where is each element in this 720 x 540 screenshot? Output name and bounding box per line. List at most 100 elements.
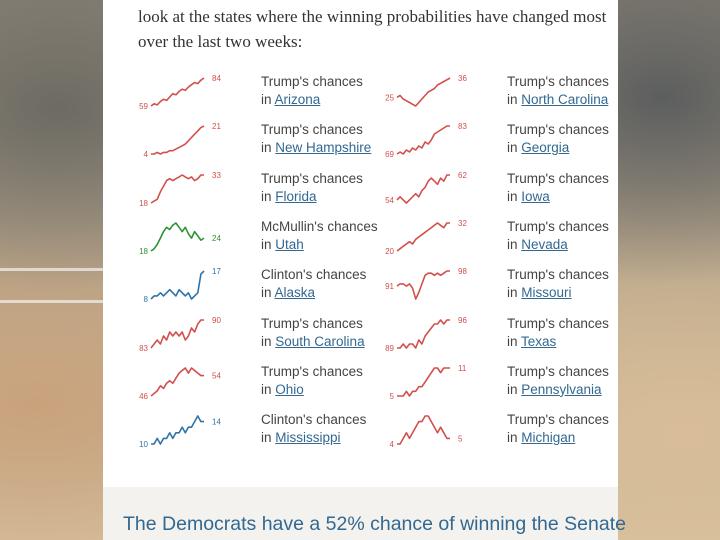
state-line: in Iowa: [507, 189, 550, 204]
start-value-label: 5: [390, 392, 395, 401]
state-link[interactable]: North Carolina: [521, 92, 609, 107]
state-link[interactable]: Florida: [275, 188, 317, 204]
state-prefix: in: [507, 140, 522, 156]
state-prefix: in: [507, 333, 522, 349]
state-link[interactable]: Pennsylvania: [521, 381, 602, 397]
candidate-chances-title: Trump's chances: [507, 74, 609, 89]
race-row-iowa: 54 62 Trump's chances in Iowa: [382, 169, 627, 215]
state-line: in Georgia: [507, 140, 569, 155]
race-row-new-hampshire: 4 21 Trump's chances in New Hampshire: [136, 120, 381, 166]
candidate-chances-title: Trump's chances: [261, 170, 363, 186]
end-value-label: 11: [458, 364, 467, 373]
candidate-chances-title: Trump's chances: [261, 315, 363, 331]
sparkline-series: [151, 415, 204, 445]
start-value-label: 59: [139, 102, 148, 111]
end-value-label: 54: [212, 371, 221, 380]
state-prefix: in: [507, 430, 522, 446]
sparkline-chart: 69 83: [385, 122, 467, 159]
background-rail: [0, 300, 110, 303]
race-row-mississippi: 10 14 Clinton's chances in Mississippi: [136, 410, 381, 456]
sparkline-chart: 54 62: [385, 171, 467, 205]
end-value-label: 5: [458, 434, 463, 443]
start-value-label: 4: [390, 440, 395, 449]
article-card: look at the states where the winning pro…: [103, 0, 618, 487]
race-row-florida: 18 33 Trump's chances in Florida: [136, 169, 381, 215]
candidate-chances-title: Clinton's chances: [261, 412, 367, 428]
end-value-label: 98: [458, 267, 467, 276]
candidate-chances-title: Clinton's chances: [261, 267, 367, 283]
race-row-arizona: 59 84 Trump's chances in Arizona: [136, 72, 381, 118]
start-value-label: 18: [139, 247, 148, 256]
race-row-ohio: 46 54 Trump's chances in Ohio: [136, 362, 381, 408]
candidate-chances-title: Trump's chances: [261, 74, 363, 89]
start-value-label: 18: [139, 199, 148, 208]
sparkline-chart: 83 90: [139, 316, 221, 353]
senate-headline[interactable]: The Democrats have a 52% chance of winni…: [123, 513, 626, 535]
state-link[interactable]: Mississippi: [275, 430, 341, 446]
end-value-label: 83: [458, 122, 467, 131]
end-value-label: 62: [458, 171, 467, 180]
state-prefix: in: [261, 92, 275, 107]
sparkline-series: [150, 270, 205, 300]
state-line: in South Carolina: [261, 334, 365, 349]
state-link[interactable]: Utah: [275, 236, 304, 252]
state-link[interactable]: Georgia: [521, 140, 570, 156]
race-row-utah: 18 24 McMullin's chances in Utah: [136, 217, 381, 263]
state-prefix: in: [507, 188, 522, 204]
sparkline-series: [397, 318, 450, 349]
candidate-chances-title: Trump's chances: [507, 315, 609, 331]
state-prefix: in: [507, 381, 522, 397]
sparkline-series: [396, 270, 450, 300]
state-line: in North Carolina: [507, 92, 608, 107]
state-link[interactable]: New Hampshire: [275, 140, 372, 156]
sparkline-chart: 59 84: [139, 74, 221, 111]
state-link[interactable]: Texas: [521, 333, 557, 349]
candidate-chances-title: Trump's chances: [261, 363, 363, 379]
state-link[interactable]: Iowa: [521, 188, 550, 204]
state-line: in Pennsylvania: [507, 382, 602, 397]
end-value-label: 21: [212, 122, 221, 131]
state-line: in Florida: [261, 189, 317, 204]
candidate-chances-title: Trump's chances: [507, 267, 609, 283]
footer-band: The Democrats have a 52% chance of winni…: [103, 487, 626, 540]
race-row-missouri: 91 98 Trump's chances in Missouri: [382, 265, 627, 311]
sparkline-chart: 4 21: [144, 122, 222, 159]
race-row-north-carolina: 25 36 Trump's chances in North Carolina: [382, 72, 627, 118]
state-line: in Utah: [261, 237, 304, 252]
start-value-label: 83: [139, 344, 148, 353]
sparkline-series: [397, 415, 450, 445]
state-link[interactable]: Missouri: [521, 285, 572, 301]
candidate-chances-title: Trump's chances: [261, 122, 363, 138]
state-link[interactable]: Michigan: [521, 430, 576, 446]
state-link[interactable]: Nevada: [521, 236, 568, 252]
candidate-chances-title: Trump's chances: [507, 122, 609, 138]
sparkline-series: [396, 77, 451, 107]
state-line: in Nevada: [507, 237, 568, 252]
state-link[interactable]: Alaska: [274, 285, 316, 301]
sparkline-series: [150, 222, 205, 252]
sparkline-series: [150, 318, 204, 348]
intro-text: look at the states where the winning pro…: [138, 7, 607, 51]
state-line: in Missouri: [507, 285, 572, 300]
sparkline-chart: 45: [390, 415, 463, 449]
candidate-chances-title: Trump's chances: [507, 170, 609, 186]
background-rail: [0, 268, 110, 271]
state-prefix: in: [507, 236, 522, 252]
state-prefix: in: [507, 285, 522, 301]
race-row-nevada: 20 32 Trump's chances in Nevada: [382, 217, 627, 263]
state-prefix: in: [261, 333, 276, 349]
sparkline-chart: 25 36: [385, 74, 467, 107]
end-value-label: 17: [212, 267, 221, 276]
start-value-label: 46: [139, 392, 148, 401]
state-prefix: in: [261, 188, 276, 204]
sparkline-series: [150, 77, 205, 107]
candidate-chances-title: Trump's chances: [507, 363, 609, 379]
state-link[interactable]: South Carolina: [275, 333, 365, 349]
race-row-south-carolina: 83 90 Trump's chances in South Carolina: [136, 314, 381, 360]
state-link[interactable]: Ohio: [275, 381, 304, 397]
state-link[interactable]: Arizona: [274, 92, 321, 107]
race-row-texas: 89 96 Trump's chances in Texas: [382, 314, 627, 360]
